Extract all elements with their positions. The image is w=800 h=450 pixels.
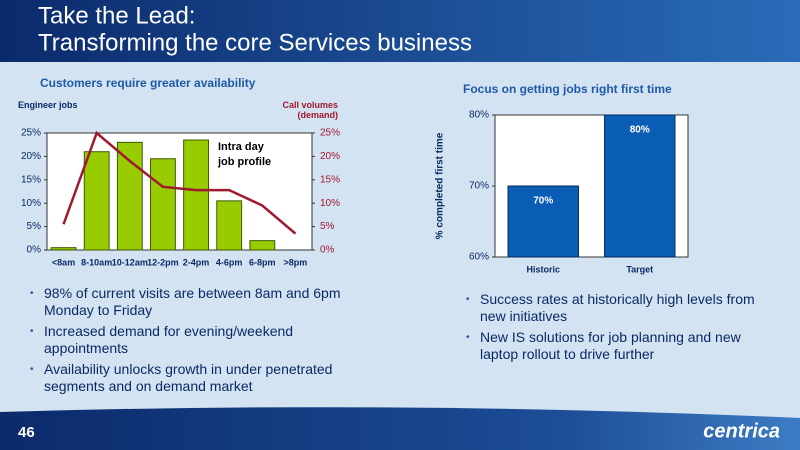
bullet-list: Success rates at historically high level…	[466, 291, 766, 367]
page-number: 46	[18, 424, 35, 441]
bar	[216, 200, 243, 251]
y2-tick-label: 25%	[320, 128, 340, 139]
x-tick-label: 4-6pm	[216, 257, 243, 267]
y2-tick-label: 0%	[320, 245, 335, 256]
bar	[50, 247, 77, 251]
x-tick-label: Historic	[526, 264, 560, 274]
x-tick-label: 2-4pm	[183, 257, 210, 267]
x-tick-label: 8-10am	[81, 257, 112, 267]
bar	[604, 114, 676, 258]
bar	[249, 240, 276, 251]
bar	[116, 141, 143, 251]
x-tick-label: <8am	[52, 257, 75, 267]
bar	[183, 139, 209, 251]
y-tick-label: 60%	[469, 252, 489, 263]
bullet: Availability unlocks growth in under pen…	[30, 361, 350, 395]
x-tick-label: Target	[626, 264, 653, 274]
bullet: 98% of current visits are between 8am an…	[30, 285, 350, 319]
bar	[507, 185, 579, 258]
y-tick-label: 5%	[27, 221, 42, 232]
y2-tick-label: 20%	[320, 151, 340, 162]
y-tick-label: 80%	[469, 110, 489, 121]
x-tick-label: >8pm	[284, 257, 308, 267]
bullet-list: 98% of current visits are between 8am an…	[30, 285, 350, 399]
chart-title: Focus on getting jobs right first time	[463, 82, 672, 96]
logo: centrica	[703, 420, 780, 442]
x-tick-label: 10-12am	[112, 257, 148, 267]
x-tick-label: 6-8pm	[249, 257, 276, 267]
bullet: New IS solutions for job planning and ne…	[466, 329, 766, 363]
y-axis-title: % completed first time	[435, 132, 446, 239]
bar	[83, 151, 110, 251]
y-tick-label: 25%	[21, 128, 41, 139]
y2-tick-label: 5%	[320, 221, 335, 232]
value-label: 70%	[533, 196, 553, 207]
y-tick-label: 70%	[469, 181, 489, 192]
annotation: Intra day job profile	[218, 141, 272, 168]
y-tick-label: 10%	[21, 198, 41, 209]
header-band	[0, 0, 800, 62]
bullet: Increased demand for evening/weekend app…	[30, 323, 350, 357]
chart-title: Customers require greater availability	[40, 76, 256, 90]
y-tick-label: 0%	[27, 245, 42, 256]
value-label: 80%	[630, 125, 650, 136]
y-tick-label: 20%	[21, 151, 41, 162]
y2-tick-label: 15%	[320, 174, 340, 185]
slide-title: Take the Lead:	[38, 2, 195, 29]
footer-band	[0, 407, 800, 450]
y-tick-label: 15%	[21, 174, 41, 185]
y-axis-title: Engineer jobs	[18, 100, 78, 110]
slide-title: Transforming the core Services business	[38, 29, 472, 56]
x-tick-label: 12-2pm	[147, 257, 179, 267]
bar	[150, 158, 176, 251]
y2-axis-title: Call volumes (demand)	[282, 100, 338, 120]
y2-tick-label: 10%	[320, 198, 340, 209]
line	[62, 130, 297, 235]
bullet: Success rates at historically high level…	[466, 291, 766, 325]
